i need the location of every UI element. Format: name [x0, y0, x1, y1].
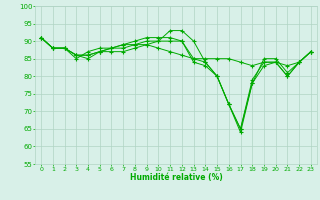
- X-axis label: Humidité relative (%): Humidité relative (%): [130, 173, 222, 182]
